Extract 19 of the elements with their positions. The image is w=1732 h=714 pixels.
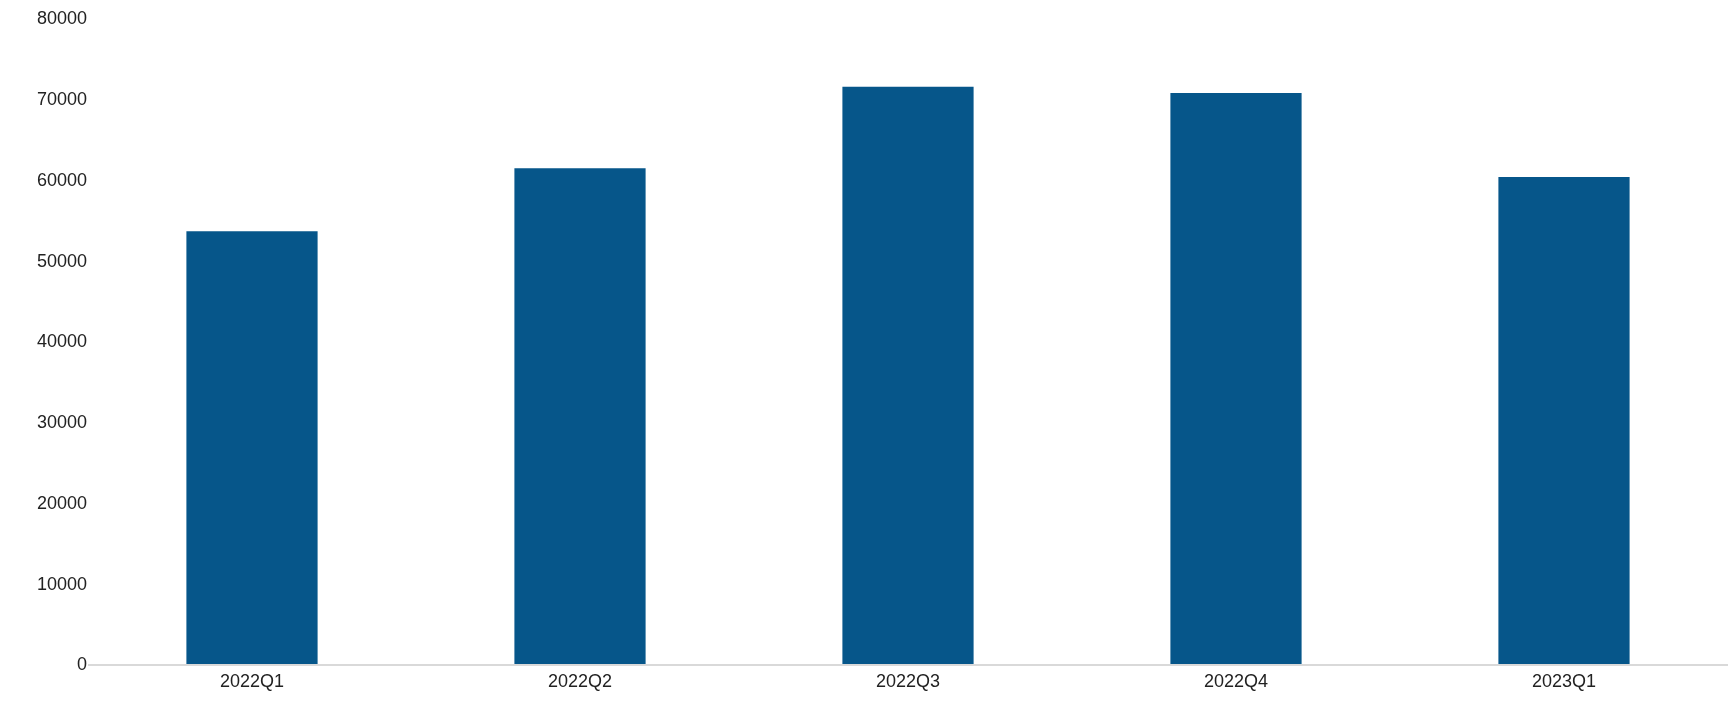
y-tick-label: 70000: [36, 89, 87, 110]
y-tick-label: 40000: [36, 331, 87, 352]
bar: [1170, 93, 1302, 664]
x-tick-label: 2022Q1: [219, 671, 285, 692]
bar: [186, 231, 318, 664]
y-tick-label: 10000: [36, 573, 87, 594]
y-tick-label: 0: [76, 654, 87, 675]
bar: [514, 168, 646, 664]
x-tick-label: 2022Q2: [547, 671, 613, 692]
y-tick-label: 20000: [36, 492, 87, 513]
x-tick-label: 2023Q1: [1531, 671, 1597, 692]
bar: [1498, 177, 1630, 664]
y-tick-label: 80000: [36, 8, 87, 29]
bar: [842, 86, 974, 664]
x-tick-label: 2022Q3: [875, 671, 941, 692]
x-tick-label: 2022Q4: [1203, 671, 1269, 692]
y-tick-label: 30000: [36, 412, 87, 433]
y-tick-label: 60000: [36, 169, 87, 190]
y-tick-label: 50000: [36, 250, 87, 271]
